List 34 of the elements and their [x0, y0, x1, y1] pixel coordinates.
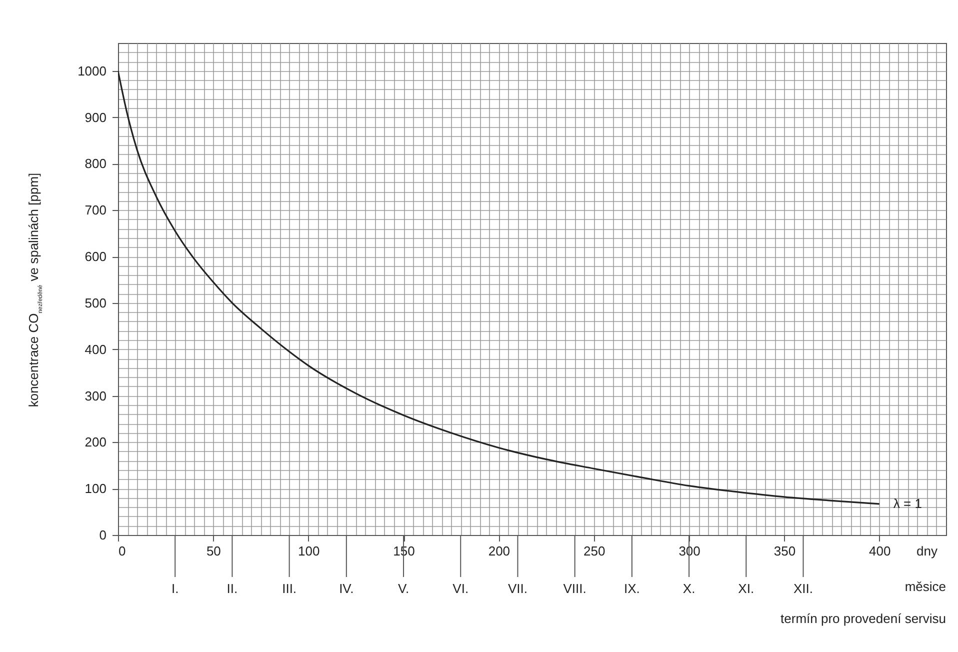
y-tick-label: 300 [84, 388, 106, 404]
ref-line-label: IV. [339, 581, 354, 596]
x-tick-label: 200 [488, 544, 510, 558]
ref-line-label: IX. [624, 581, 640, 596]
y-tick-label: 0 [99, 528, 106, 542]
text: měsice [904, 579, 946, 594]
ref-line-label: VII. [508, 581, 528, 596]
y-tick-label: 1000 [78, 63, 106, 78]
x-axis-title: dny [916, 544, 938, 558]
x-tick-label: 400 [869, 544, 891, 558]
y-tick-label: 100 [84, 481, 106, 496]
ref-line-label: VI. [452, 581, 469, 596]
series-label: λ = 1 [893, 496, 922, 511]
ref-line-label: V. [398, 581, 410, 596]
ref-line-label: VIII. [563, 581, 586, 596]
ref-line-label: XI. [738, 581, 754, 596]
x-tick-label: 350 [774, 544, 796, 558]
ref-line-label: III. [282, 581, 297, 596]
x-tick-label: 0 [118, 544, 126, 558]
x-tick-label: 100 [298, 544, 320, 558]
y-tick-label: 600 [84, 249, 106, 264]
x-tick-label: 250 [584, 544, 606, 558]
text: termín pro provedení servisu [780, 611, 946, 626]
y-tick-label: 200 [84, 434, 106, 450]
y-tick-label: 700 [84, 202, 106, 218]
ref-line-label: XII. [793, 581, 813, 596]
y-tick-label: 400 [84, 342, 106, 357]
y-tick-label: 800 [84, 156, 106, 172]
ref-line-label: X. [682, 581, 696, 596]
x-tick-label: 50 [206, 544, 221, 558]
ref-line-label: I. [171, 581, 179, 596]
ref-line-label: II. [226, 581, 238, 596]
y-tick-label: 900 [84, 110, 106, 125]
y-tick-label: 500 [84, 295, 106, 310]
